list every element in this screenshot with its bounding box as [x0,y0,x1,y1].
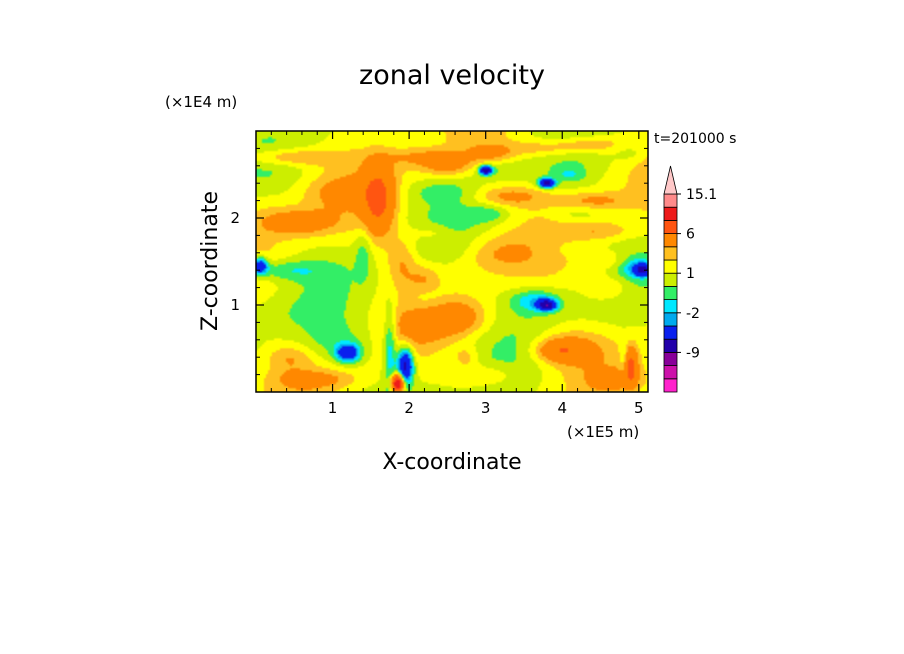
y-axis-label: Z-coordinate [198,191,223,331]
y-unit-label: (×1E4 m) [165,93,237,111]
colorbar-bin [663,246,678,261]
x-tick-label: 4 [557,399,567,417]
colorbar-bin [663,233,678,248]
colorbar-bin [663,193,678,208]
colorbar-extend-triangle [663,165,678,195]
x-tick-label: 3 [481,399,491,417]
colorbar-bin [663,299,678,314]
colorbar-bin [663,338,678,353]
colorbar-bin [663,365,678,380]
axes: 1 2 3 4 5 1 2 [230,131,648,417]
colorbar: 15.1 6 1 -2 -9 [663,165,717,393]
x-tick-label: 2 [404,399,414,417]
colorbar-bin [663,206,678,221]
x-tick-label: 5 [634,399,644,417]
y-tick-label: 1 [230,296,240,314]
colorbar-bin [663,259,678,274]
time-label: t=201000 s [654,131,736,147]
colorbar-tick-label: 6 [686,227,695,243]
colorbar-bin [663,312,678,327]
velocity-field-image [256,131,648,392]
colorbar-tick-label: 15.1 [686,187,717,203]
colorbar-bin [663,351,678,366]
colorbar-tick-label: -2 [686,306,700,322]
colorbar-bin [663,219,678,234]
colorbar-bin [663,285,678,300]
colorbar-bin [663,325,678,340]
x-unit-label: (×1E5 m) [567,423,639,441]
plot-frame [255,130,649,393]
y-tick-label: 2 [230,209,240,227]
colorbar-bin [663,378,678,393]
colorbar-tick-label: 1 [686,266,695,282]
x-tick-label: 1 [328,399,338,417]
colorbar-bin [663,272,678,287]
colorbar-tick-label: -9 [686,345,700,361]
chart-title: zonal velocity [359,60,545,91]
contour-field [256,131,648,392]
x-axis-label: X-coordinate [382,450,521,475]
